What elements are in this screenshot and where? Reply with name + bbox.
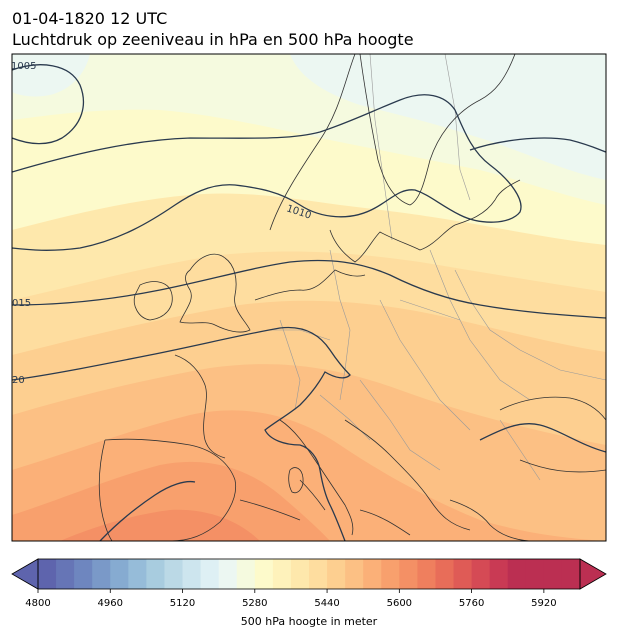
colorbar-swatch [254,559,274,589]
colorbar-swatch [399,559,418,589]
colorbar-swatch [381,559,400,589]
colorbar-swatch [561,559,581,589]
colorbar-swatch [200,559,220,589]
isobar-label-1005: 1005 [11,61,37,72]
colorbar-swatch [236,559,256,589]
colorbar-swatch [453,559,473,589]
coast-sardinia [288,467,304,494]
colorbar-swatch [309,559,328,589]
colorbar-swatch [345,559,364,589]
colorbar-swatch [128,559,147,589]
colorbar-swatch [471,559,491,589]
coast-ireland [133,281,173,321]
colorbar-swatch [489,559,509,589]
colorbar-swatch [417,559,436,589]
height-fill-5280 [12,54,606,180]
coast-great-britain [179,253,251,333]
isobar-label-1015: 015 [12,298,32,309]
colorbar-swatch [74,559,93,589]
colorbar-swatch [272,559,292,589]
colorbar-swatch [507,559,527,589]
colorbar-label: 500 hPa hoogte in meter [240,615,378,628]
map-frame [11,53,607,542]
coast-adriatic-balkans [344,419,471,531]
colorbar-swatch [56,559,75,589]
colorbar-swatch [38,559,57,589]
isobar-1005 [12,64,84,145]
colorbar [38,559,581,589]
map-title-date: 01-04-1820 12 UTC [12,9,168,28]
isobar-1020-east [479,423,606,453]
colorbar-swatch [525,559,545,589]
isobars [12,64,606,541]
colorbar-max-extend-arrow [579,558,607,590]
colorbar-swatch [363,559,382,589]
coast-scandinavia [269,54,516,231]
colorbar-min-extend-arrow [11,558,39,590]
coast-italy [279,419,354,536]
isobar-1015 [12,259,606,319]
height-fill-5640 [60,509,260,541]
coast-aegean [449,499,531,541]
isobar-label-1020: 20 [12,375,25,386]
map-panel [12,54,606,541]
isobar-1020 [12,326,351,541]
colorbar-swatch [92,559,111,589]
colorbar-tick-label: 5120 [169,598,196,609]
isobar-1020-south [99,480,196,541]
map-title-description: Luchtdruk op zeeniveau in hPa en 500 hPa… [12,30,414,49]
colorbar-swatch [327,559,346,589]
colorbar-tick-marks [37,589,545,593]
colorbar-swatch [543,559,563,589]
coast-denmark-baltic [329,179,521,263]
colorbar-swatch [164,559,184,589]
colorbar-tick-label: 5760 [458,598,485,609]
colorbar-tick-label: 5440 [314,598,340,609]
coast-mediterranean-south [239,499,411,536]
coast-north-sea-continent [254,269,366,301]
colorbar-swatch [290,559,310,589]
isobar-1010-east [469,137,606,153]
colorbar-swatch [146,559,165,589]
colorbar-tick-label: 5920 [531,598,557,609]
coast-france-biscay [174,354,226,459]
country-borders [270,54,606,481]
coastlines [98,54,606,541]
colorbar-outline [37,558,581,590]
colorbar-tick-label: 5280 [242,598,268,609]
coast-black-sea [499,396,606,473]
colorbar-swatch [218,559,238,589]
colorbar-tick-label: 4960 [97,598,123,609]
colorbar-swatch [435,559,455,589]
colorbar-tick-label: 4800 [25,598,51,609]
colorbar-swatch [110,559,129,589]
isobar-1010 [12,94,522,251]
colorbar-swatch [182,559,202,589]
height-fill-5600 [12,461,330,541]
colorbar-tick-label: 5600 [386,598,413,609]
